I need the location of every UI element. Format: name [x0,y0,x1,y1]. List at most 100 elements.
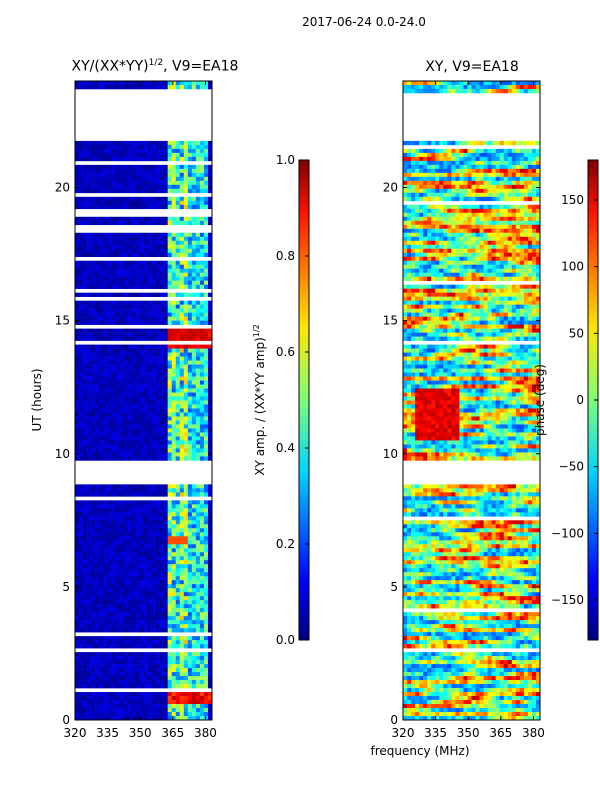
heatmap-cell [95,248,100,254]
heatmap-cell [131,352,136,357]
heatmap-cell [191,444,197,449]
heatmap-cell [191,292,197,297]
heatmap-cell [535,192,540,198]
heatmap-cell [155,564,160,569]
heatmap-cell [127,704,132,709]
heatmap-cell [95,188,100,194]
heatmap-cell [143,556,148,561]
heatmap-cell [167,240,173,246]
heatmap-cell [119,404,124,409]
heatmap-cell [167,252,173,258]
heatmap-cell [523,208,529,214]
heatmap-cell [99,272,104,277]
heatmap-cell [119,180,124,186]
heatmap-cell [475,160,480,166]
heatmap-cell [147,540,152,545]
heatmap-cell [83,404,88,409]
heatmap-cell [107,384,112,389]
heatmap-cell [187,188,193,194]
heatmap-cell [447,188,452,194]
heatmap-cell [419,188,424,194]
heatmap-cell [199,596,205,601]
heatmap-cell [127,240,132,246]
heatmap-cell [159,156,164,162]
heatmap-cell [159,328,164,333]
heatmap-cell [199,680,205,685]
heatmap-cell [135,692,140,697]
heatmap-cell [167,636,173,641]
heatmap-cell [175,152,181,158]
heatmap-cell [91,376,96,381]
heatmap-cell [103,644,108,649]
heatmap-cell [139,352,144,357]
heatmap-cell [83,592,88,597]
heatmap-cell [139,536,144,541]
heatmap-cell [183,624,189,629]
heatmap-cell [95,680,100,685]
heatmap-cell [195,424,201,429]
heatmap-cell [127,81,132,86]
heatmap-cell [87,360,92,365]
heatmap-cell [203,272,209,277]
heatmap-cell [199,284,205,289]
heatmap-cell [143,508,148,513]
heatmap-cell [467,164,472,170]
heatmap-cell [79,552,84,557]
heatmap-cell [147,328,152,333]
heatmap-cell [411,156,416,162]
heatmap-cell [107,172,112,178]
heatmap-cell [95,320,100,325]
heatmap-cell [147,700,152,705]
heatmap-cell [123,348,128,353]
heatmap-cell [199,304,205,309]
heatmap-cell [163,584,168,589]
heatmap-cell [195,640,201,645]
heatmap-cell [139,512,144,517]
heatmap-cell [467,84,472,90]
heatmap-cell [103,312,108,317]
heatmap-cell [115,252,120,258]
heatmap-cell [167,656,173,661]
heatmap-cell [179,156,185,162]
heatmap-cell [423,212,428,218]
heatmap-cell [111,596,116,601]
heatmap-cell [151,408,156,413]
heatmap-cell [423,160,428,166]
heatmap-cell [455,156,460,162]
heatmap-cell [175,664,181,669]
heatmap-cell [75,576,80,581]
heatmap-cell [491,184,496,190]
heatmap-cell [127,624,132,629]
heatmap-cell [79,712,84,717]
heatmap-cell [435,180,440,186]
heatmap-cell [103,244,108,250]
heatmap-cell [187,568,193,573]
heatmap-cell [155,628,160,633]
heatmap-cell [167,188,173,194]
heatmap-cell [491,152,496,158]
heatmap-cell [183,612,189,617]
heatmap-cell [131,276,136,281]
heatmap-cell [111,388,116,393]
heatmap-cell [191,508,197,513]
heatmap-cell [415,212,420,218]
heatmap-cell [459,208,464,214]
heatmap-cell [75,272,80,277]
heatmap-cell [199,500,205,505]
heatmap-cell [143,304,148,309]
heatmap-cell [119,628,124,633]
heatmap-cell [119,604,124,609]
heatmap-cell [191,580,197,585]
heatmap-cell [183,244,189,250]
heatmap-cell [195,572,201,577]
heatmap-cell [119,280,124,285]
heatmap-cell [179,612,185,617]
heatmap-cell [127,680,132,685]
heatmap-cell [111,536,116,541]
heatmap-cell [455,216,460,222]
heatmap-cell [151,456,156,461]
heatmap-cell [103,612,108,617]
heatmap-cell [79,244,84,250]
heatmap-cell [199,268,205,273]
heatmap-cell [127,204,132,210]
